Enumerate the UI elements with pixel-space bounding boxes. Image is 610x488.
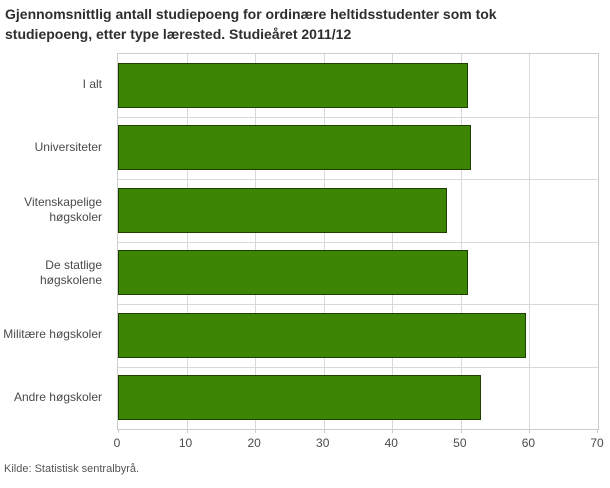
bar (118, 250, 468, 295)
category-label: I alt (82, 77, 102, 91)
gridline-horizontal (118, 117, 598, 118)
x-axis-tick-label: 50 (453, 436, 467, 450)
bar (118, 63, 468, 108)
chart-title: Gjennomsnittlig antall studiepoeng for o… (5, 6, 497, 42)
x-axis-tick-label: 70 (590, 436, 604, 450)
gridline-vertical (324, 54, 325, 429)
gridline-horizontal (118, 179, 598, 180)
category-label: Universiteter (34, 140, 102, 154)
category-label: De statlige høgskolene (39, 257, 102, 287)
bar (118, 313, 526, 358)
gridline-vertical (461, 54, 462, 429)
x-axis-tick-label: 60 (521, 436, 536, 450)
gridline-horizontal (118, 304, 598, 305)
x-axis-tick-mark (118, 429, 119, 433)
gridline-horizontal (118, 242, 598, 243)
gridline-vertical (187, 54, 188, 429)
x-axis-tick-mark (187, 429, 188, 433)
gridline-horizontal (118, 367, 598, 368)
gridline-vertical (255, 54, 256, 429)
x-axis-tick-label: 10 (178, 436, 193, 450)
x-axis-tick-mark (529, 429, 530, 433)
x-axis-tick-label: 40 (384, 436, 398, 450)
bar (118, 125, 471, 170)
x-axis-tick-mark (461, 429, 462, 433)
category-label: Militære høgskoler (3, 327, 102, 341)
bar (118, 188, 447, 233)
x-axis-tick-label: 20 (247, 436, 261, 450)
plot-area (117, 53, 599, 433)
x-axis-tick-label: 30 (316, 436, 330, 450)
x-axis-tick-label: 0 (113, 436, 121, 450)
gridline-vertical (392, 54, 393, 429)
x-axis-tick-mark (392, 429, 393, 433)
gridline-vertical (529, 54, 530, 429)
source-note: Kilde: Statistisk sentralbyrå. (4, 463, 140, 475)
x-axis-tick-mark (255, 429, 256, 433)
y-axis-category-labels: I alt Universiteter Vitenskapelige høgskol… (0, 53, 110, 428)
bar (118, 375, 481, 420)
x-axis-tick-mark (324, 429, 325, 433)
category-label: Vitenskapelige høgskoler (24, 194, 102, 224)
x-axis-tick-mark (597, 429, 598, 433)
category-label: Andre høgskoler (13, 390, 102, 404)
